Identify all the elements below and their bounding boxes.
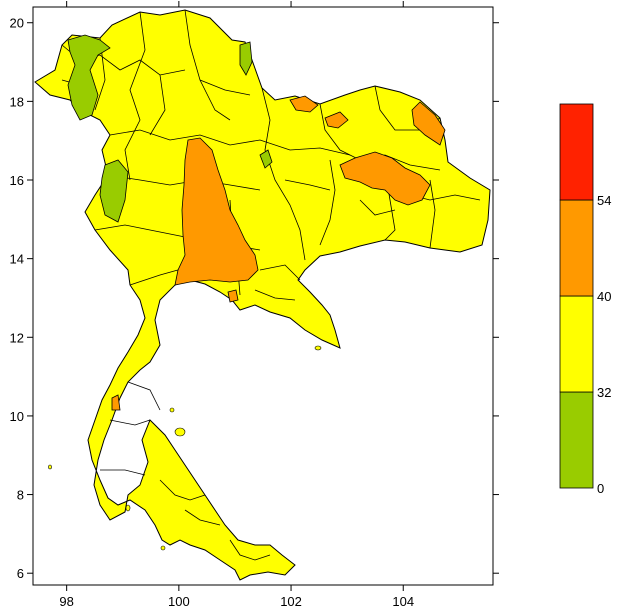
high-region-mekong-small [324, 111, 349, 129]
y-tick-label: 10 [10, 409, 24, 424]
island [48, 464, 52, 470]
low-region-northwest [67, 34, 111, 121]
color-legend: 0 32 40 54 [559, 103, 611, 496]
y-tick-label: 20 [10, 16, 24, 31]
legend-label: 32 [597, 385, 611, 400]
boundary-line [261, 87, 306, 261]
high-region-east [227, 289, 239, 303]
x-tick-label: 104 [392, 594, 414, 609]
island [125, 504, 131, 512]
boundary-line [159, 479, 206, 501]
y-tick-label: 6 [17, 566, 24, 581]
boundary-line [229, 539, 271, 561]
y-tick-label: 8 [17, 488, 24, 503]
high-region-northeast [339, 151, 431, 206]
boundary-line [184, 509, 221, 526]
legend-swatch [559, 295, 594, 393]
boundary-line [149, 74, 166, 136]
island [169, 407, 175, 413]
y-axis-ticks: 6 8 10 12 14 16 18 20 [10, 16, 499, 581]
legend-swatch [559, 103, 594, 201]
legend-label: 54 [597, 193, 611, 208]
legend-label: 40 [597, 289, 611, 304]
boundary-line [199, 79, 251, 96]
boundary-line [254, 289, 296, 301]
high-value-regions [111, 95, 446, 411]
boundary-line [127, 381, 161, 411]
y-tick-label: 16 [10, 173, 24, 188]
islands [48, 345, 322, 551]
island [314, 345, 322, 351]
boundary-line [109, 129, 351, 156]
low-value-regions [67, 34, 273, 223]
high-region-far-northeast [411, 101, 446, 146]
legend-swatch [559, 391, 594, 489]
low-region-west [99, 159, 129, 223]
x-tick-label: 98 [59, 594, 73, 609]
low-region-small [259, 149, 273, 169]
x-tick-label: 100 [168, 594, 190, 609]
island [174, 427, 186, 437]
boundary-line [259, 264, 301, 281]
high-region-mekong [289, 95, 319, 113]
boundary-line [100, 469, 146, 476]
high-region-central [174, 137, 259, 286]
x-tick-label: 102 [280, 594, 302, 609]
boundary-line [109, 419, 151, 426]
legend-swatch [559, 199, 594, 297]
high-region-south [111, 394, 121, 411]
boundary-line [359, 199, 396, 216]
y-tick-label: 12 [10, 330, 24, 345]
x-axis-ticks: 98 100 102 104 [59, 1, 414, 609]
boundary-line [129, 267, 186, 286]
y-tick-label: 18 [10, 94, 24, 109]
boundary-line [284, 179, 331, 191]
boundary-line [429, 179, 436, 249]
legend-label: 0 [597, 481, 604, 496]
y-tick-label: 14 [10, 252, 24, 267]
island [160, 545, 166, 551]
boundary-line [319, 159, 336, 246]
boundary-line [124, 11, 146, 181]
low-region-north-east [239, 41, 253, 76]
